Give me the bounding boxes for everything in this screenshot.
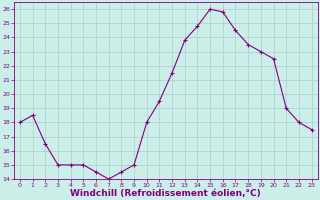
X-axis label: Windchill (Refroidissement éolien,°C): Windchill (Refroidissement éolien,°C): [70, 189, 261, 198]
